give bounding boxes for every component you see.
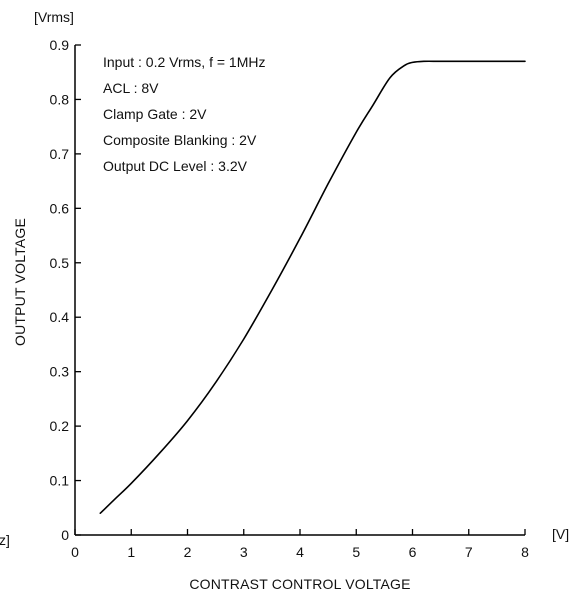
y-axis-title: OUTPUT VOLTAGE: [12, 218, 28, 346]
x-tick-label: 3: [240, 544, 248, 560]
x-tick-label: 0: [71, 544, 79, 560]
y-tick-label: 0.1: [50, 473, 70, 489]
annotation-block: Input : 0.2 Vrms, f = 1MHz ACL : 8V Clam…: [103, 54, 265, 174]
y-tick-label: 0.3: [50, 364, 70, 380]
y-tick-label: 0.9: [50, 37, 70, 53]
annotation-line: ACL : 8V: [103, 80, 159, 96]
x-unit-label: [V]: [552, 526, 569, 542]
y-tick-label: 0.4: [50, 309, 70, 325]
y-tick-label: 0: [61, 527, 69, 543]
y-tick-label: 0.5: [50, 255, 70, 271]
left-edge-fragment: z]: [0, 532, 10, 548]
x-tick-label: 5: [352, 544, 360, 560]
y-tick-label: 0.7: [50, 146, 70, 162]
y-tick-label: 0.6: [50, 200, 70, 216]
y-tick-label: 0.2: [50, 418, 70, 434]
x-axis-title: CONTRAST CONTROL VOLTAGE: [189, 576, 410, 592]
x-tick-label: 2: [184, 544, 192, 560]
x-tick-label: 4: [296, 544, 304, 560]
x-tick-label: 8: [521, 544, 529, 560]
x-tick-label: 1: [127, 544, 135, 560]
series-line: [99, 60, 526, 514]
annotation-line: Clamp Gate : 2V: [103, 106, 207, 122]
y-ticks: 0 0.1 0.2 0.3 0.4 0.5 0.6 0.7 0.8 0.9: [50, 37, 81, 543]
y-unit-label: [Vrms]: [34, 9, 74, 25]
x-ticks: 0 1 2 3 4 5 6 7 8: [71, 529, 529, 560]
annotation-line: Input : 0.2 Vrms, f = 1MHz: [103, 54, 265, 70]
y-tick-label: 0.8: [50, 91, 70, 107]
annotation-line: Output DC Level : 3.2V: [103, 158, 248, 174]
x-tick-label: 6: [409, 544, 417, 560]
annotation-line: Composite Blanking : 2V: [103, 132, 257, 148]
x-tick-label: 7: [465, 544, 473, 560]
